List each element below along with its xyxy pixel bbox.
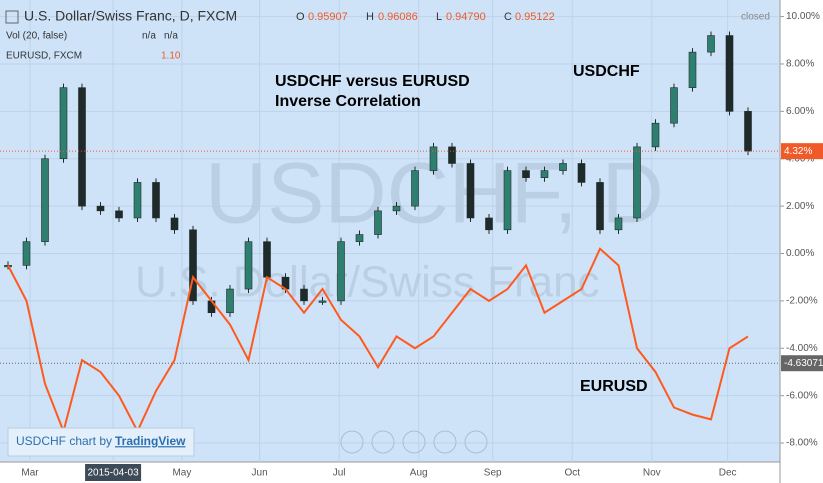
ohlc-value: 0.95122: [515, 11, 555, 23]
candle: [485, 217, 493, 231]
volume-value: n/a: [164, 31, 178, 42]
ohlc-value: 0.94790: [446, 11, 486, 23]
volume-value: n/a: [142, 31, 156, 42]
status: closed: [741, 12, 770, 23]
ohlc-value: 0.96086: [378, 11, 418, 23]
y-tick-label: -2.00%: [786, 296, 818, 307]
candle: [318, 300, 327, 303]
candle: [448, 146, 456, 164]
price-label-box: [781, 355, 823, 372]
series-label: EURUSD: [580, 378, 648, 395]
x-tick-label: Mar: [21, 468, 39, 479]
nav-buttons: [340, 430, 488, 454]
annotation: Inverse Correlation: [275, 93, 421, 110]
candle: [725, 35, 734, 112]
series-label: USDCHF: [573, 63, 640, 80]
x-tick-label: Sep: [484, 468, 502, 479]
branding: [7, 427, 195, 457]
y-tick-label: 10.00%: [786, 11, 820, 22]
candle: [392, 205, 401, 212]
candle: [596, 182, 604, 231]
ohlc-key: H: [366, 11, 374, 23]
watermark: U.S. Dollar/Swiss Franc: [135, 258, 600, 307]
ohlc-key: C: [504, 11, 512, 23]
candle: [22, 241, 31, 266]
price-label: 4.32%: [784, 146, 812, 157]
y-tick-label: 8.00%: [786, 59, 814, 70]
ohlc-key: O: [296, 11, 305, 23]
candle: [133, 182, 142, 219]
candle: [614, 217, 623, 231]
candle: [355, 234, 364, 242]
x-tick-label: Jun: [252, 468, 268, 479]
candle: [522, 170, 530, 178]
candle: [503, 170, 512, 231]
candle: [707, 35, 715, 53]
reset[interactable]: [402, 430, 426, 454]
ohlc-key: L: [436, 11, 442, 23]
zoom-out[interactable]: [371, 430, 395, 454]
plot: [0, 31, 780, 435]
ohlc-value: 0.95907: [308, 11, 348, 23]
x-tick-label: Jul: [333, 468, 346, 479]
x-tick-label: 2015-04-03: [88, 468, 140, 479]
compare-value: 1.10: [161, 51, 181, 62]
grid: [0, 0, 780, 462]
x-tick-label: Nov: [643, 468, 661, 479]
candle: [96, 205, 105, 212]
candle: [152, 182, 160, 219]
time-axis: [0, 462, 780, 483]
y-tick-label: -6.00%: [786, 390, 818, 401]
symbol-icon: [5, 10, 19, 24]
x-tick-label: May: [172, 468, 191, 479]
candle: [577, 163, 586, 183]
price-axis: [780, 0, 823, 483]
candle: [337, 241, 345, 302]
y-tick-label: 2.00%: [786, 201, 814, 212]
series-line: [7, 247, 749, 435]
candle: [466, 163, 475, 219]
annotation: USDCHF versus EURUSD: [275, 73, 470, 90]
candle: [651, 122, 660, 148]
candle: [374, 210, 382, 235]
candle: [429, 146, 438, 171]
candle: [41, 158, 49, 242]
candle: [263, 241, 271, 278]
zoom-in[interactable]: [433, 430, 457, 454]
candle: [670, 87, 678, 124]
candle: [170, 217, 179, 231]
date-highlight: [85, 464, 142, 481]
candle: [78, 87, 86, 207]
y-tick-label: 0.00%: [786, 248, 814, 259]
candle: [189, 229, 197, 302]
candle: [540, 170, 549, 178]
symbol: U.S. Dollar/Swiss Franc, D, FXCM: [24, 8, 237, 24]
candle: [688, 51, 697, 88]
scroll-left[interactable]: [340, 430, 364, 454]
candle: [411, 170, 419, 207]
branding-link[interactable]: TradingView: [115, 434, 186, 448]
candle: [744, 111, 752, 152]
candle: [226, 288, 234, 314]
x-tick-label: Dec: [719, 468, 737, 479]
candle: [59, 87, 68, 160]
branding-text: USDCHF chart by: [16, 434, 112, 448]
y-tick-label: -8.00%: [786, 438, 818, 449]
price-label: -4.63071: [784, 358, 823, 369]
candle: [115, 210, 123, 219]
y-tick-label: -4.00%: [786, 343, 818, 354]
candle: [244, 241, 253, 290]
candle: [633, 146, 641, 219]
volume: Vol (20, false): [6, 31, 67, 42]
candle: [559, 163, 567, 171]
compare-symbol: EURUSD, FXCM: [6, 51, 82, 62]
x-tick-label: Aug: [410, 468, 428, 479]
price-label-box: [781, 143, 823, 160]
scroll-right[interactable]: [464, 430, 488, 454]
y-tick-label: 6.00%: [786, 106, 814, 117]
candle: [300, 288, 308, 302]
x-tick-label: Oct: [564, 468, 580, 479]
